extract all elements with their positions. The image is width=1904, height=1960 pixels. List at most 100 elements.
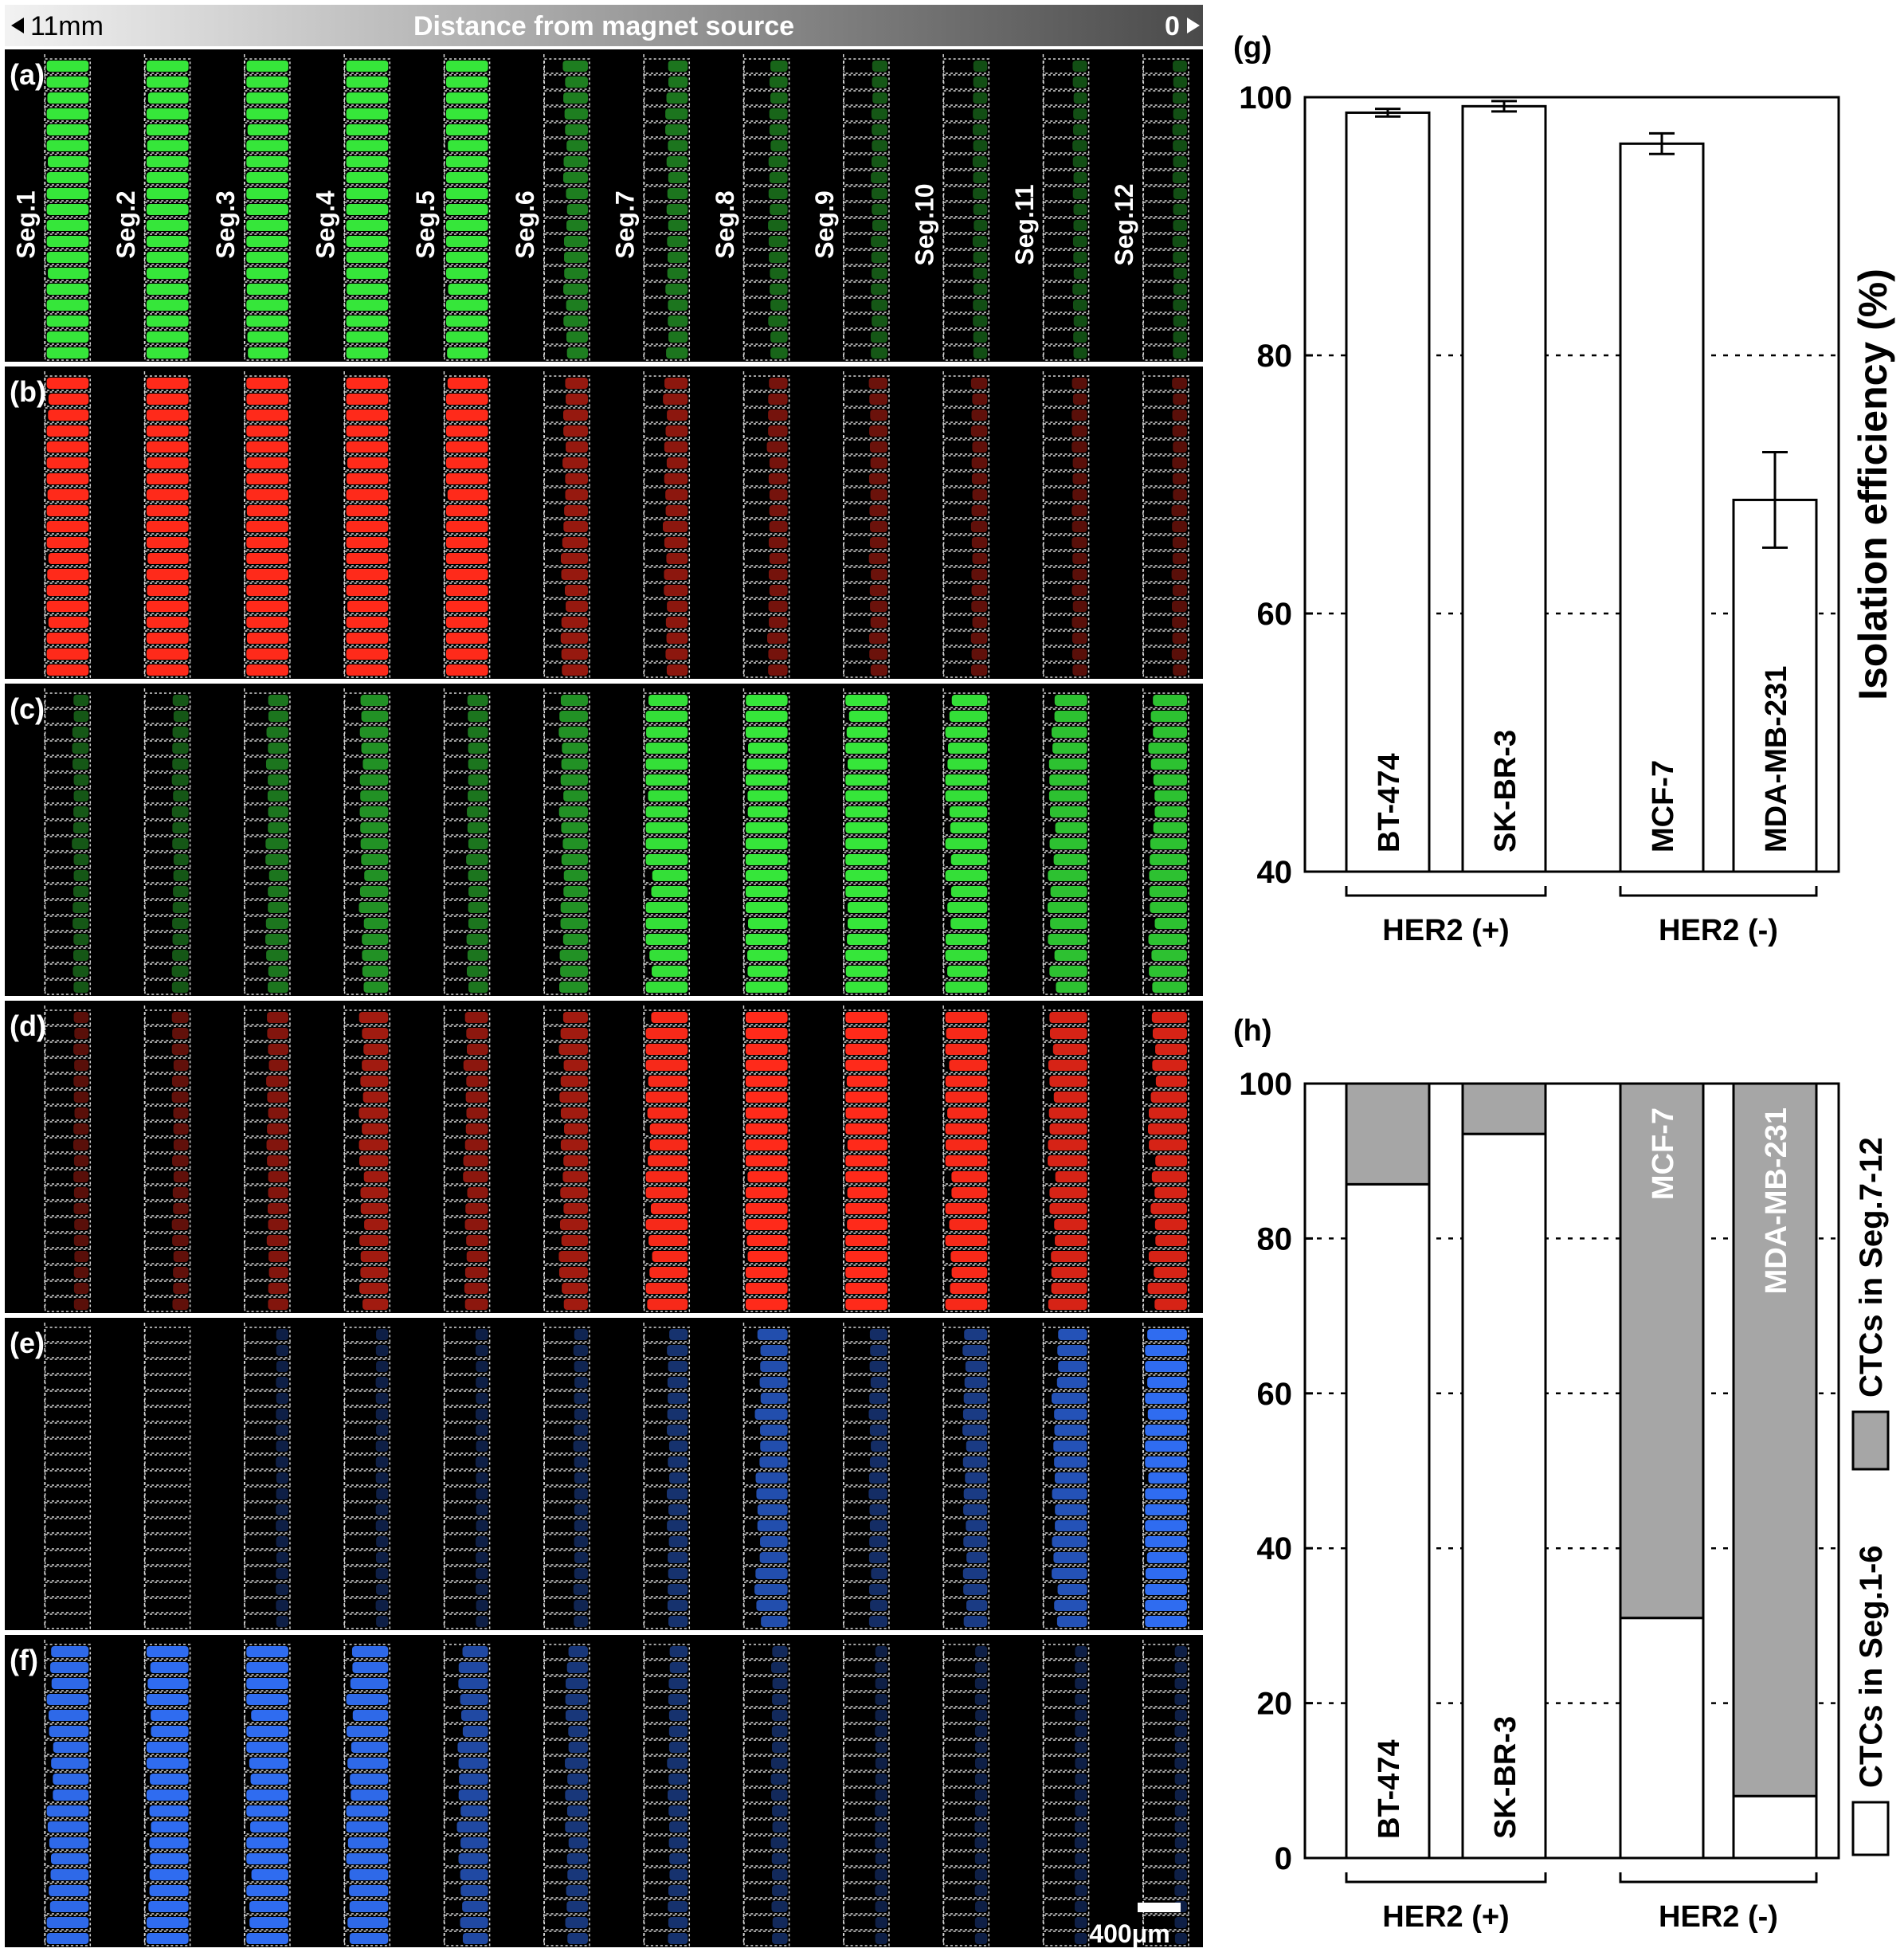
cell-cluster [72,838,89,849]
chamber-outline [1043,1327,1090,1343]
chamber-outline [843,1899,890,1915]
cell-cluster [448,284,488,295]
cell-cluster [651,886,688,897]
chamber-outline [942,788,990,804]
cell-cluster [561,617,588,628]
cell-cluster [468,711,488,722]
cell-cluster [466,966,488,977]
chamber-outline [1043,566,1090,582]
chamber-outline [244,692,291,708]
cell-cluster [868,1472,887,1484]
cell-cluster [664,441,688,453]
micro-row-background [5,684,1203,996]
chamber-outline [44,186,92,202]
cell-cluster [460,1710,488,1721]
cell-cluster [668,1552,688,1563]
cell-cluster [346,585,389,596]
cell-cluster [668,1616,688,1627]
cell-cluster [46,633,89,644]
chamber-outline [543,503,590,519]
chamber-outline [244,1899,291,1915]
cell-cluster [962,1409,988,1420]
legend-swatch-seg1-6 [1851,1801,1890,1856]
cell-cluster [146,1694,189,1705]
cell-cluster [869,1329,887,1340]
chamber-outline [843,503,890,519]
chamber-outline [643,1707,691,1723]
cell-cluster [1155,1044,1187,1055]
cell-cluster [772,1694,788,1705]
chamber-outline [543,1676,590,1691]
chamber-outline [144,1803,191,1819]
cell-cluster [563,1155,588,1166]
cell-cluster [760,1425,788,1436]
y-tick-label: 60 [1257,1377,1293,1412]
cell-cluster [173,1060,189,1071]
cell-cluster [46,220,89,231]
chamber-outline [144,1707,191,1723]
cell-cluster [445,473,488,484]
cell-cluster [346,140,389,151]
cell-cluster [1072,601,1087,612]
cell-cluster [467,806,488,817]
cell-cluster [871,284,887,295]
cell-cluster [1049,1076,1087,1087]
chamber-outline [643,1264,691,1280]
cell-cluster [346,188,389,199]
chamber-outline [843,1931,890,1946]
chamber-outline [543,1613,590,1629]
cell-cluster [72,1139,89,1151]
cell-cluster [875,1933,887,1944]
chamber-outline [144,724,191,740]
chamber-outline [942,249,990,265]
chamber-outline [543,1358,590,1374]
chamber-outline [1043,1867,1090,1883]
cell-cluster [346,61,389,72]
cell-cluster [645,774,688,786]
cell-cluster [1049,1028,1087,1039]
cell-cluster [53,1789,89,1801]
cell-cluster [1154,918,1187,929]
cell-cluster [1150,711,1187,722]
cell-cluster [875,1678,887,1689]
cell-cluster [1145,1568,1187,1579]
cell-cluster [464,1012,488,1023]
cell-cluster [1173,394,1187,405]
chamber-outline [843,90,890,106]
cell-cluster [963,1584,988,1595]
chamber-outline [543,313,590,329]
chamber-outline [1142,1613,1189,1629]
cell-cluster [246,140,288,151]
cell-cluster [645,918,688,929]
cell-cluster [772,1869,788,1880]
cell-cluster [973,331,988,343]
cell-cluster [759,1377,788,1388]
micro-row-d: (d) [5,1001,1203,1318]
cell-cluster [150,1774,189,1785]
cell-cluster [869,1425,887,1436]
cell-cluster [563,236,588,247]
chamber-outline [1043,1233,1090,1249]
chamber-outline [942,662,990,678]
cell-cluster [246,188,288,199]
chamber-outline [643,1835,691,1851]
cell-cluster [648,790,688,802]
chamber-outline [144,407,191,423]
cell-cluster [1071,441,1087,453]
chamber-outline [743,979,790,995]
chamber-outline [1043,218,1090,233]
cell-cluster [945,1012,988,1023]
cell-cluster [768,410,788,421]
chamber-outline [843,1739,890,1755]
cell-cluster [1172,617,1187,628]
chamber-outline [343,281,391,297]
chamber-outline [1043,788,1090,804]
cell-cluster [146,108,189,120]
cell-cluster [845,790,887,802]
chamber-outline [1043,375,1090,391]
cell-cluster [1173,108,1187,120]
cell-cluster [1048,1060,1087,1071]
cell-cluster [276,1425,288,1436]
chamber-outline [643,915,691,931]
cell-cluster [872,92,887,104]
